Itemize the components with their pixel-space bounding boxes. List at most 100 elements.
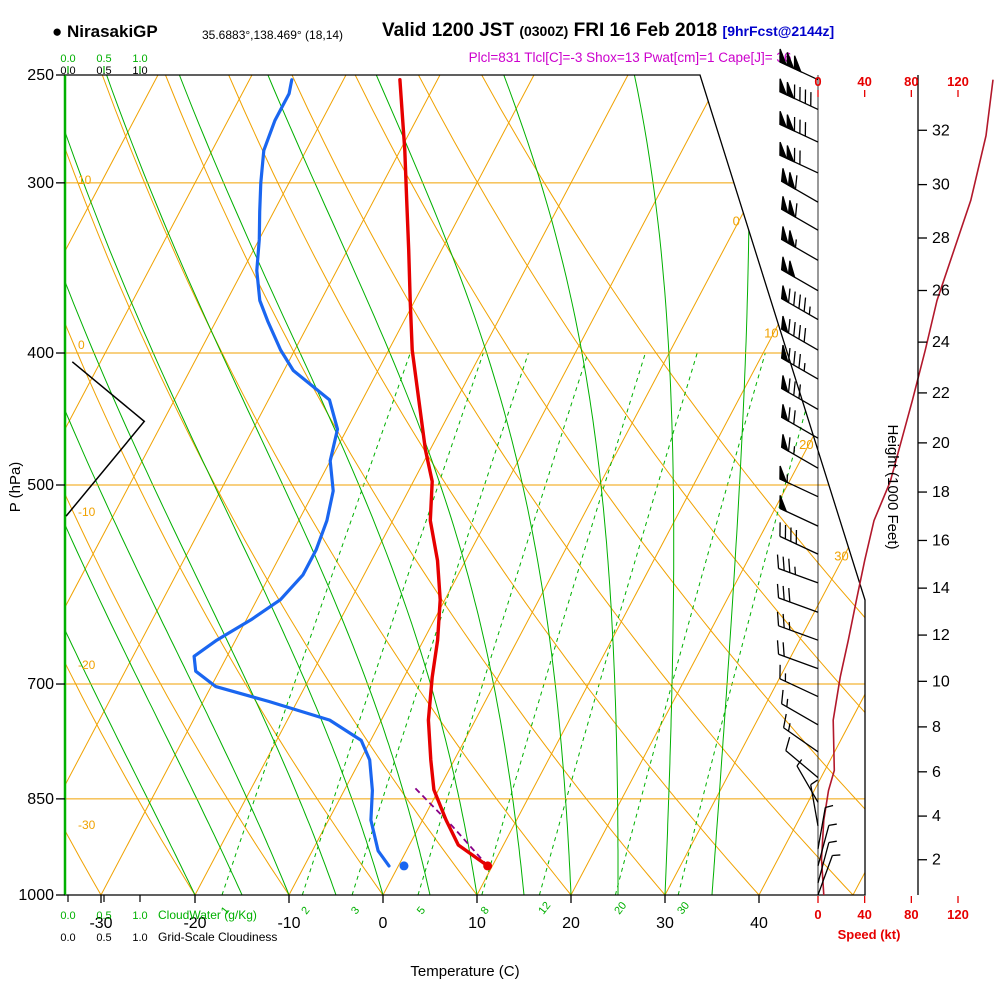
svg-text:80: 80: [904, 907, 918, 922]
pressure-axis: 250 300 400 500 700 850 1000 P (hPa): [7, 67, 65, 904]
svg-text:500: 500: [27, 477, 54, 494]
svg-text:0.0: 0.0: [60, 910, 75, 922]
svg-text:8: 8: [932, 719, 941, 736]
svg-text:80: 80: [904, 74, 918, 89]
svg-text:20: 20: [562, 915, 580, 932]
wind-barb: [780, 226, 819, 261]
height-axis-title: Height (1000 Feet): [884, 424, 901, 549]
wind-barb: [780, 375, 819, 410]
speed-axis-title: Speed (kt): [838, 927, 901, 942]
svg-text:5: 5: [415, 905, 428, 917]
indices-line: Plcl=831 Tlcl[C]=-3 Shox=13 Pwat[cm]=1 C…: [468, 50, 792, 65]
svg-text:3: 3: [349, 905, 362, 917]
svg-text:0: 0: [814, 907, 821, 922]
svg-text:0: 0: [814, 74, 821, 89]
svg-text:850: 850: [27, 791, 54, 808]
svg-text:30: 30: [656, 915, 674, 932]
svg-text:32: 32: [932, 122, 950, 139]
wind-barb: [780, 315, 819, 351]
valid-date: FRI 16 Feb 2018: [573, 20, 718, 41]
station-bullet: ●: [52, 22, 63, 41]
fcst-tag: [9hrFcst@2144z]: [722, 23, 835, 39]
svg-text:10: 10: [468, 915, 486, 932]
svg-text:-30: -30: [89, 915, 112, 932]
wind-barb: [779, 141, 819, 174]
svg-text:30: 30: [675, 900, 692, 917]
temperature-axis-title: Temperature (C): [410, 963, 519, 980]
svg-text:0.5: 0.5: [96, 65, 111, 77]
wind-barb: [779, 495, 819, 527]
valid-time: Valid 1200 JST (0300Z) FRI 16 Feb 2018 […: [382, 20, 834, 42]
svg-text:700: 700: [27, 676, 54, 693]
svg-text:40: 40: [857, 74, 871, 89]
wind-barb: [817, 804, 834, 849]
aux-black-line: [65, 361, 146, 517]
temperature-axis: -30 -20 -10 0 10 20 30 40 Temperature (C): [89, 895, 768, 980]
svg-text:0.5: 0.5: [96, 910, 111, 922]
wind-barb: [779, 48, 819, 81]
wind-barb: [779, 522, 819, 555]
svg-text:20: 20: [612, 900, 629, 917]
svg-text:0.0: 0.0: [60, 932, 75, 944]
wind-barb: [817, 840, 837, 884]
wind-barb: [776, 640, 819, 670]
svg-text:2: 2: [932, 852, 941, 869]
svg-text:0: 0: [379, 915, 388, 932]
station-coords: 35.6883°,138.469° (18,14): [202, 28, 344, 42]
svg-text:120: 120: [947, 907, 969, 922]
dewpoint-curve: [192, 78, 391, 868]
wind-barb: [780, 256, 819, 292]
svg-text:14: 14: [932, 580, 950, 597]
wind-barb: [780, 404, 819, 439]
speed-axis: 0 0 40 40 80 80 120 120 Speed (kt): [814, 74, 968, 942]
wind-barb: [780, 168, 819, 203]
wind-barb: [780, 196, 819, 231]
svg-text:12: 12: [932, 627, 950, 644]
svg-text:120: 120: [947, 74, 969, 89]
svg-text:0.5: 0.5: [96, 53, 111, 65]
svg-text:6: 6: [932, 764, 941, 781]
svg-text:10: 10: [932, 673, 950, 690]
wind-speed-curve: [820, 79, 994, 896]
svg-text:-20: -20: [183, 915, 206, 932]
svg-text:-20: -20: [78, 658, 96, 672]
parcel-path: [411, 784, 489, 867]
wind-barb: [779, 664, 819, 698]
svg-text:0.5: 0.5: [96, 932, 111, 944]
svg-text:0: 0: [78, 338, 85, 352]
valid-main: Valid 1200 JST: [382, 20, 515, 41]
svg-text:10: 10: [764, 325, 778, 340]
surface-temp-dot: [483, 861, 493, 871]
cloudwater-label: CloudWater (g/Kg): [158, 908, 257, 922]
svg-text:24: 24: [932, 334, 950, 351]
wind-barb: [780, 434, 819, 469]
svg-text:-10: -10: [78, 505, 96, 519]
svg-text:20: 20: [932, 435, 950, 452]
svg-text:28: 28: [932, 230, 950, 247]
pressure-axis-title: P (hPa): [7, 462, 24, 513]
svg-text:-10: -10: [277, 915, 300, 932]
svg-text:250: 250: [27, 67, 54, 84]
wind-barb: [817, 854, 841, 896]
valid-z: (0300Z): [519, 23, 569, 39]
svg-text:30: 30: [834, 548, 848, 563]
wind-barb: [779, 465, 819, 498]
wind-barbs: [776, 48, 841, 896]
cloudiness-label: Grid-Scale Cloudiness: [158, 930, 277, 944]
svg-text:12: 12: [536, 900, 553, 917]
svg-text:400: 400: [27, 345, 54, 362]
svg-text:-30: -30: [78, 818, 96, 832]
wind-barb: [779, 111, 819, 143]
svg-text:40: 40: [750, 915, 768, 932]
cloudwater-scales: 0.00.00.00.00.50.50.50.51.01.01.01.0Clou…: [60, 53, 277, 944]
wind-barb: [782, 713, 819, 753]
wind-barb: [785, 736, 819, 779]
svg-text:1000: 1000: [18, 887, 54, 904]
temperature-curve: [398, 78, 490, 868]
wind-barb: [776, 554, 819, 584]
svg-text:2: 2: [299, 905, 312, 917]
wind-barb: [779, 78, 819, 111]
background-lines: [65, 75, 865, 895]
background-labels: 0 10 20 30 10 0 -10 -20 -30: [78, 173, 849, 832]
